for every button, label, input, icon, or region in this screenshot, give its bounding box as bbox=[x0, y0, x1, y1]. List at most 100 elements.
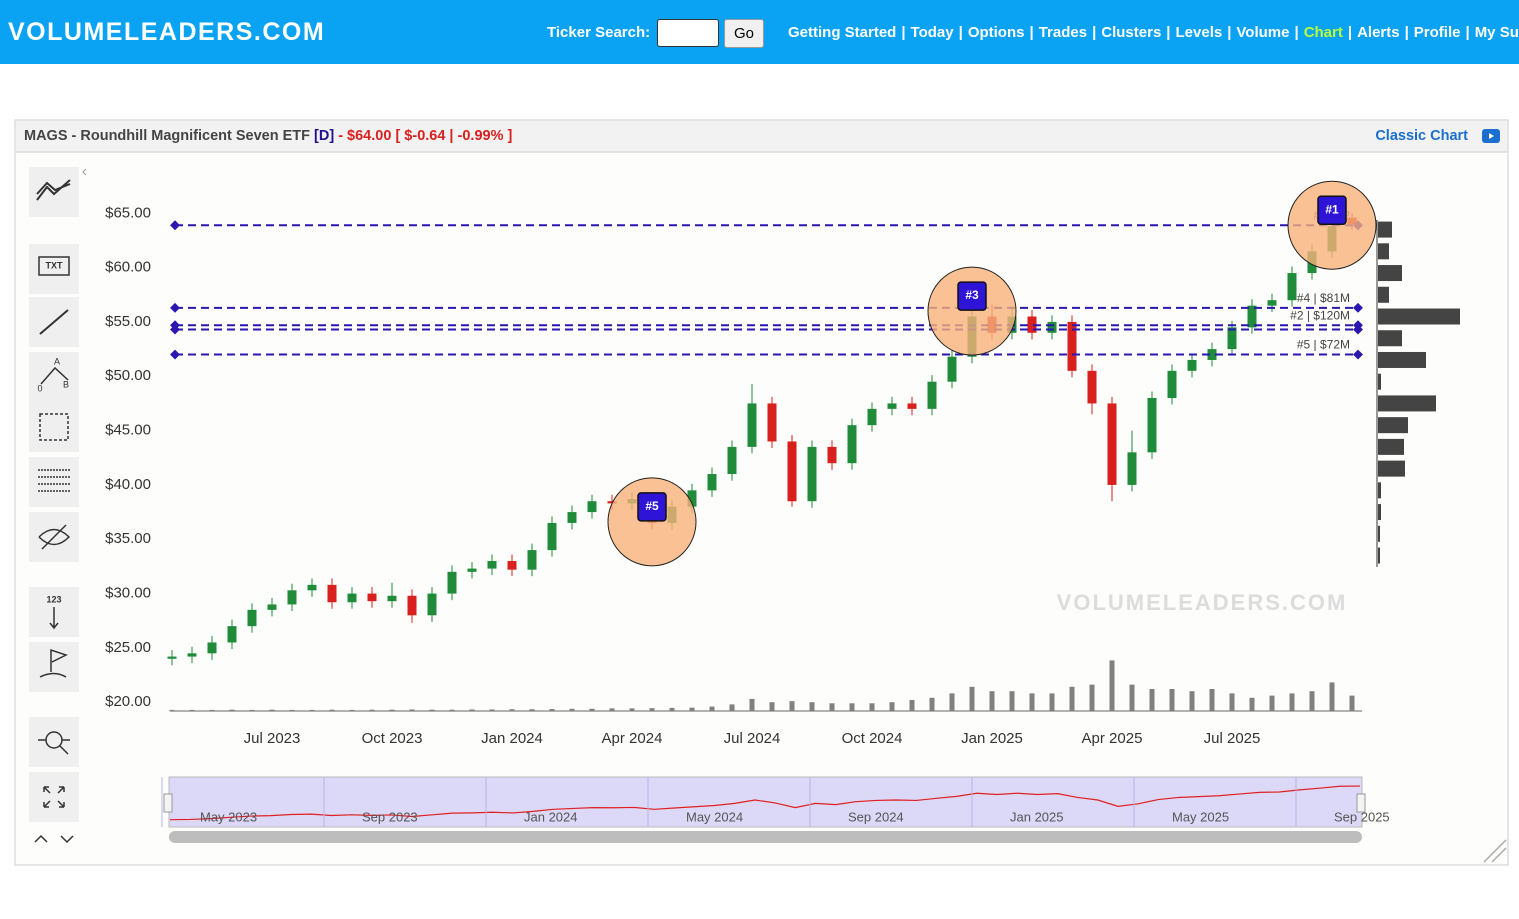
nav-link[interactable]: My Subs bbox=[1474, 24, 1519, 41]
x-tick-label: Oct 2023 bbox=[362, 730, 423, 747]
fullscreen-icon bbox=[43, 786, 65, 808]
volume-bar bbox=[509, 709, 515, 711]
nav-link[interactable]: Options bbox=[967, 24, 1025, 41]
hide-icon bbox=[38, 524, 71, 550]
profile-bar bbox=[1378, 525, 1380, 542]
y-tick-label: $55.00 bbox=[105, 313, 151, 330]
panel bbox=[14, 119, 1509, 866]
nav-link[interactable]: Volume bbox=[1236, 24, 1290, 41]
volume-bar bbox=[589, 708, 595, 711]
tool-button[interactable] bbox=[29, 717, 79, 767]
tool-label: 123 bbox=[46, 594, 61, 604]
x-tick-label: Oct 2024 bbox=[842, 730, 903, 747]
volume-bar bbox=[549, 709, 555, 711]
navigator-handle[interactable] bbox=[163, 793, 173, 813]
volume-bar bbox=[909, 700, 915, 711]
text-icon bbox=[38, 256, 70, 276]
volume-bar bbox=[309, 709, 315, 711]
tool-button[interactable] bbox=[29, 457, 79, 507]
volume-bar bbox=[649, 708, 655, 711]
navigator-label: May 2024 bbox=[686, 809, 743, 824]
volume-bar bbox=[269, 709, 275, 711]
volume-bar bbox=[1069, 686, 1075, 711]
nav-links: Getting Started | Today | Options | Trades | Clu… bbox=[788, 24, 1519, 41]
navigator-label: Sep 2024 bbox=[848, 809, 904, 824]
candle-body bbox=[1227, 327, 1237, 350]
candle-body bbox=[827, 446, 837, 464]
nav-link[interactable]: Profile bbox=[1413, 24, 1461, 41]
volume-bar bbox=[1129, 684, 1135, 711]
go-button[interactable]: Go bbox=[724, 19, 764, 48]
volume-bar bbox=[669, 707, 675, 711]
y-tick-label: $65.00 bbox=[105, 204, 151, 221]
tool-button[interactable] bbox=[29, 352, 79, 402]
candle-body bbox=[367, 593, 377, 602]
profile-bar bbox=[1378, 330, 1402, 347]
tool-button[interactable] bbox=[29, 244, 79, 294]
volume-bar bbox=[229, 709, 235, 711]
marker-label: #3 bbox=[965, 288, 979, 302]
separator: | bbox=[1227, 24, 1232, 41]
separator: | bbox=[1347, 24, 1353, 41]
tool-button[interactable] bbox=[29, 167, 79, 217]
volume-bar bbox=[1169, 689, 1175, 711]
search-label: Ticker Search: bbox=[547, 24, 651, 41]
volume-bar bbox=[749, 698, 755, 711]
separator: | bbox=[1404, 24, 1409, 41]
volume-bar bbox=[1149, 689, 1155, 711]
nav-link[interactable]: Getting Started bbox=[788, 24, 897, 41]
candle-body bbox=[1207, 349, 1217, 360]
separator: | bbox=[1294, 24, 1299, 41]
nav-link[interactable]: Alerts bbox=[1357, 24, 1400, 41]
volume-bar bbox=[469, 709, 475, 711]
separator: | bbox=[1092, 24, 1097, 41]
volume-bar bbox=[1209, 689, 1215, 711]
candle-body bbox=[727, 446, 737, 475]
y-tick-label: $35.00 bbox=[105, 530, 151, 547]
level-handle bbox=[170, 324, 180, 335]
candle-body bbox=[1127, 452, 1137, 485]
interval: [D] bbox=[314, 128, 334, 144]
scroll-arrows[interactable] bbox=[34, 834, 74, 844]
level-handle bbox=[170, 220, 180, 231]
profile-bar bbox=[1378, 351, 1426, 368]
volume-bar bbox=[849, 703, 855, 711]
profile-bar bbox=[1378, 482, 1381, 499]
candle-body bbox=[1047, 321, 1057, 333]
nav-link[interactable]: Levels bbox=[1175, 24, 1223, 41]
volume-bar bbox=[449, 709, 455, 711]
tool-button[interactable] bbox=[29, 772, 79, 822]
volume-bar bbox=[629, 708, 635, 711]
level-label: #5 | $72M bbox=[1297, 338, 1350, 352]
tool-label: A bbox=[54, 356, 60, 366]
nav-link[interactable]: Chart bbox=[1303, 24, 1343, 41]
scrollbar[interactable] bbox=[169, 831, 1362, 843]
volume-bar bbox=[769, 702, 775, 711]
volume-bar bbox=[349, 709, 355, 711]
nav-link[interactable]: Today bbox=[910, 24, 954, 41]
ticker-input[interactable] bbox=[657, 19, 719, 47]
candle-body bbox=[227, 626, 237, 643]
nav-link[interactable]: Trades bbox=[1038, 24, 1088, 41]
tool-button[interactable] bbox=[29, 642, 79, 692]
classic-chart-link[interactable]: Classic Chart bbox=[1375, 128, 1468, 144]
nav-link[interactable]: Clusters bbox=[1101, 24, 1162, 41]
price: - $64.00 bbox=[338, 128, 391, 144]
volume-bar bbox=[1269, 695, 1275, 711]
level-handle bbox=[170, 302, 180, 313]
candle-body bbox=[707, 474, 717, 491]
candle-body bbox=[1067, 321, 1077, 371]
volume-bar bbox=[1189, 691, 1195, 711]
tool-button[interactable] bbox=[29, 402, 79, 452]
volume-bar bbox=[209, 709, 215, 711]
volume-bar bbox=[169, 709, 175, 711]
level-label: #4 | $81M bbox=[1297, 291, 1350, 305]
marker-circle bbox=[927, 266, 1017, 356]
logo[interactable]: VOLUMELEADERS.COM bbox=[8, 18, 326, 46]
change: [ $-0.64 | -0.99% ] bbox=[395, 128, 512, 144]
candle-body bbox=[847, 425, 857, 464]
line-icon bbox=[39, 309, 69, 335]
navigator-handle[interactable] bbox=[1356, 793, 1366, 813]
collapse-arrow[interactable] bbox=[82, 168, 87, 176]
candle-body bbox=[167, 656, 177, 659]
